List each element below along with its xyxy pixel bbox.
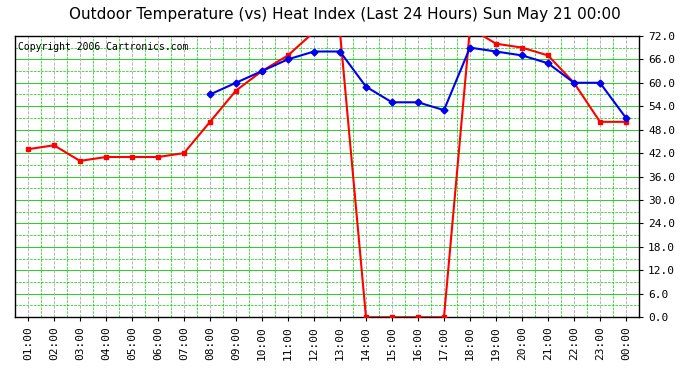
Text: Copyright 2006 Cartronics.com: Copyright 2006 Cartronics.com: [18, 42, 188, 51]
Text: Outdoor Temperature (vs) Heat Index (Last 24 Hours) Sun May 21 00:00: Outdoor Temperature (vs) Heat Index (Las…: [69, 8, 621, 22]
